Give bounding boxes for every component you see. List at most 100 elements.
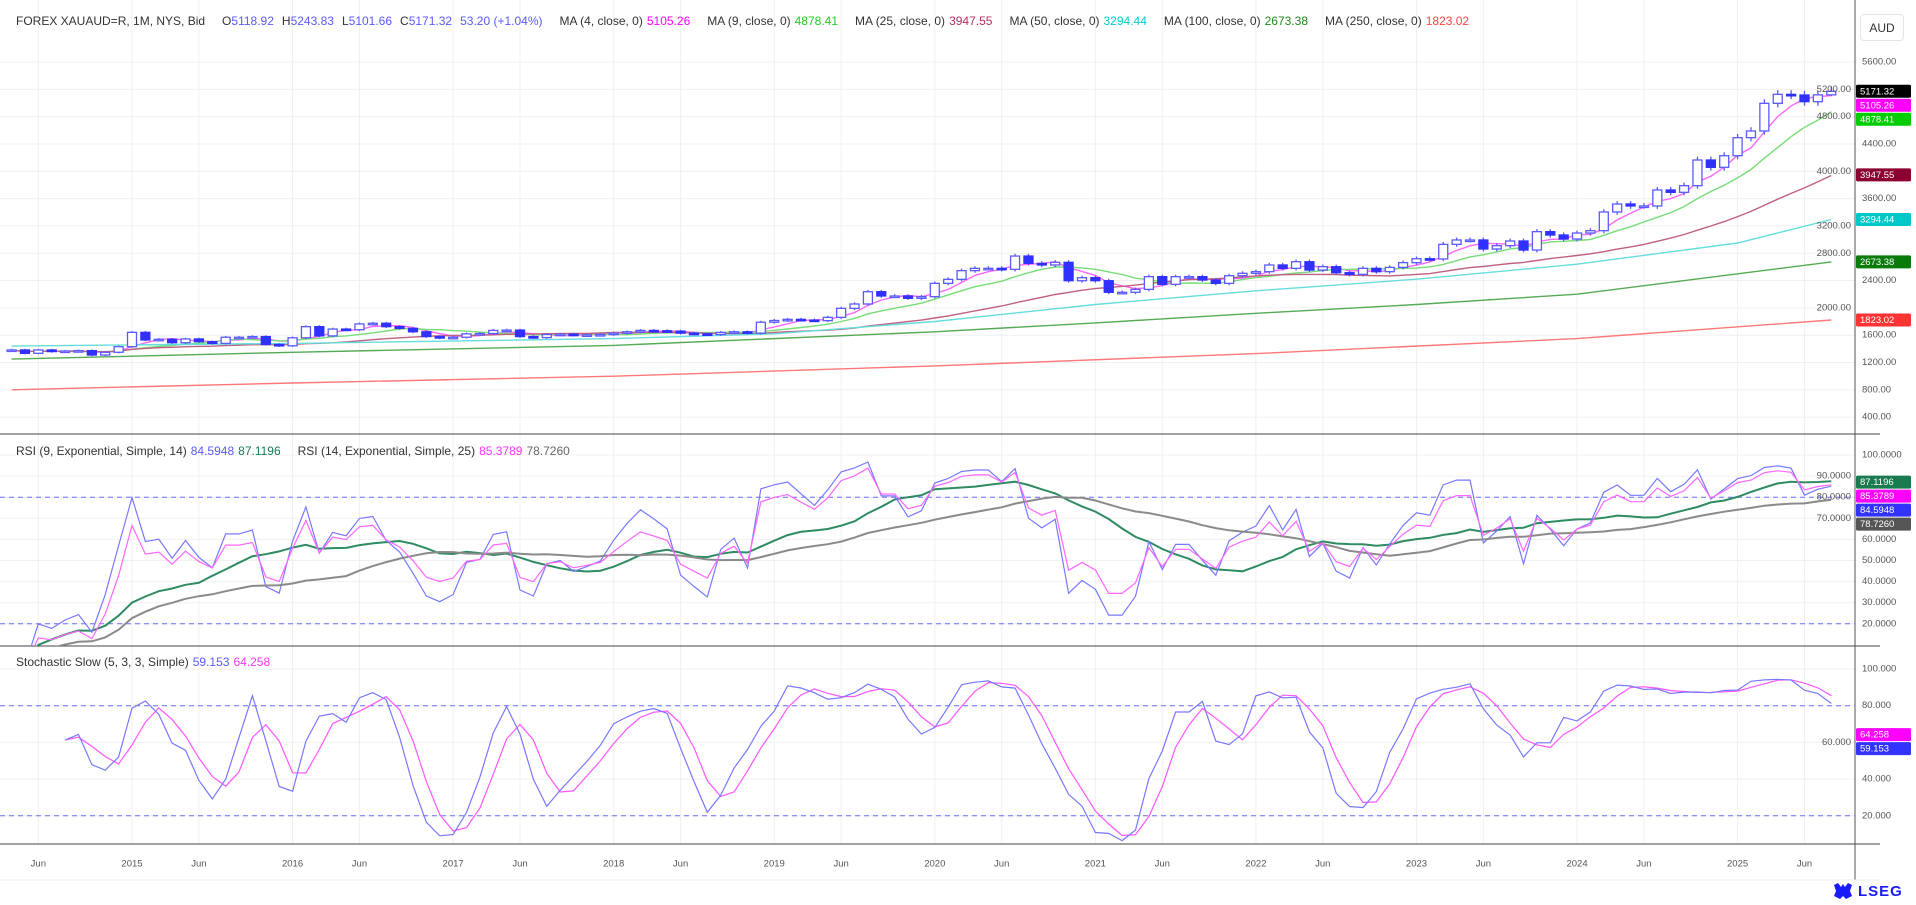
ma-value-badge: 3947.55 <box>1856 168 1911 182</box>
candle-body-down <box>1277 264 1288 269</box>
ma-value-badge: 4878.41 <box>1856 112 1911 126</box>
candle <box>6 348 17 353</box>
candle-body-down <box>1344 272 1355 275</box>
rsi-tick-label: 30.0000 <box>1862 597 1896 608</box>
candle-body-down <box>1090 277 1101 282</box>
candle-body-up <box>474 332 486 336</box>
candle-body-up <box>220 336 231 345</box>
candle-body-down <box>1103 280 1114 293</box>
candle-body-up <box>1812 94 1824 103</box>
candle-body-up <box>1357 267 1369 275</box>
time-tick-label: Jun <box>1476 859 1491 870</box>
stochastic-legend: Stochastic Slow (5, 3, 3, Simple) 59.153… <box>16 655 274 669</box>
candle-body-up <box>1504 240 1516 247</box>
candle <box>1826 86 1837 97</box>
candle <box>595 333 606 337</box>
badge-text: 64.258 <box>1860 730 1889 741</box>
candle-body-up <box>153 338 164 342</box>
time-tick-label: 2016 <box>282 859 303 870</box>
ma-legend-value: 4878.41 <box>794 14 839 28</box>
ma-legend-label: MA (9, close, 0) <box>707 14 791 28</box>
candle <box>1331 264 1342 275</box>
candle <box>1197 274 1208 282</box>
candle-body-down <box>260 335 271 346</box>
candle-body-up <box>180 338 191 344</box>
candle <box>715 331 726 336</box>
candle-body-down <box>742 331 753 334</box>
candle-body-up <box>327 328 338 337</box>
candle-body-up <box>1116 291 1128 295</box>
candle-body-down <box>675 330 686 334</box>
candle-body-down <box>1545 231 1556 236</box>
candle-body-down <box>568 333 579 337</box>
badge-text: 3294.44 <box>1860 214 1894 225</box>
candle <box>1143 274 1155 292</box>
candle <box>1076 275 1088 283</box>
candle <box>314 325 325 338</box>
time-tick-label: 2024 <box>1566 859 1587 870</box>
price-tick-label: 5200.00 <box>1817 84 1851 95</box>
candle <box>1464 237 1476 243</box>
open-label: O <box>222 14 232 28</box>
badge-bg <box>1856 255 1911 269</box>
candle <box>809 318 820 323</box>
candle <box>1518 238 1529 253</box>
candle <box>1036 261 1047 268</box>
candle-body-up <box>782 318 793 322</box>
candle <box>300 325 312 340</box>
candle <box>113 345 124 354</box>
candle <box>675 329 686 335</box>
candle-body-up <box>1612 203 1623 213</box>
candle <box>1625 201 1636 209</box>
candle-body-down <box>340 328 352 332</box>
candle-body-up <box>769 319 780 323</box>
candle <box>1371 266 1382 274</box>
candle-body-down <box>421 331 432 338</box>
candle-body-up <box>1317 266 1328 271</box>
candle-body-up <box>1237 272 1248 277</box>
price-tick-label: 4000.00 <box>1817 166 1851 177</box>
candle <box>1224 273 1235 286</box>
time-tick-label: 2017 <box>443 859 464 870</box>
candle-body-down <box>795 318 807 322</box>
time-tick-label: Jun <box>673 859 688 870</box>
close-label: C <box>400 14 409 28</box>
candle <box>648 329 659 333</box>
candle-body-up <box>247 335 258 339</box>
candle <box>327 327 338 338</box>
candle-body-up <box>1170 276 1181 285</box>
candle <box>1759 99 1770 135</box>
candle-body-down <box>1371 267 1382 273</box>
candle <box>795 317 807 322</box>
candle-body-down <box>1785 93 1797 97</box>
rsi-line <box>33 467 1832 646</box>
candle <box>1103 278 1114 295</box>
candle-body-up <box>822 316 833 322</box>
high-value: 5243.83 <box>290 14 334 28</box>
candle <box>1237 271 1248 278</box>
candle <box>1250 269 1262 276</box>
candle <box>501 328 512 333</box>
time-tick-label: Jun <box>1797 859 1812 870</box>
badge-bg <box>1856 212 1911 226</box>
badge-bg <box>1856 112 1911 126</box>
candle <box>1585 228 1596 236</box>
candle <box>889 294 900 299</box>
candle-body-down <box>1665 189 1676 193</box>
price-tick-label: 1600.00 <box>1862 330 1896 341</box>
candle <box>166 338 178 344</box>
candle-body-up <box>1183 276 1195 279</box>
candle <box>59 349 71 354</box>
candle <box>19 348 31 355</box>
currency-button[interactable]: AUD <box>1860 14 1904 41</box>
candle <box>1170 274 1181 287</box>
stochastic-tick-label: 80.000 <box>1862 700 1891 711</box>
candle-body-up <box>447 336 459 340</box>
rsi-tick-label: 60.0000 <box>1862 534 1896 545</box>
candle-body-up <box>1531 231 1543 251</box>
candle-body-up <box>1384 266 1395 273</box>
candle <box>1264 262 1275 274</box>
ma-value-badge: 1823.02 <box>1856 313 1911 327</box>
candle-body-down <box>1424 258 1436 261</box>
